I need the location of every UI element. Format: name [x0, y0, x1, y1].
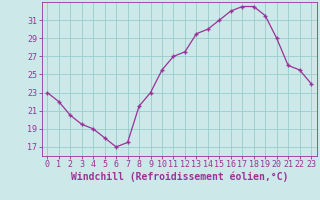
X-axis label: Windchill (Refroidissement éolien,°C): Windchill (Refroidissement éolien,°C): [70, 172, 288, 182]
